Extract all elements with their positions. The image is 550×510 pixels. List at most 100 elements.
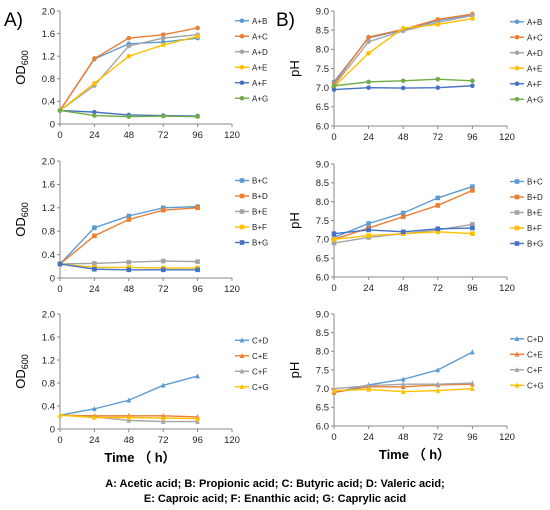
chart-c-od: 0 0.4 0.8 1.2 1.6 2.0 0 24 48 72 96 120 OD600 Time （ … <box>13 309 269 465</box>
data-point <box>470 231 475 236</box>
x-tick-label: 48 <box>124 130 135 141</box>
y-tick-label: 0.4 <box>42 97 55 108</box>
legend-item: A+D <box>235 48 268 57</box>
legend-item: A+G <box>510 95 543 104</box>
chart-b-ph: 6.0 6.5 7.0 7.5 8.0 8.5 9.0 0 24 48 72 96 120 pH B+C B+… <box>287 159 543 294</box>
legend-marker <box>239 18 245 24</box>
y-axis-label: pH <box>287 60 302 77</box>
legend-label: B+E <box>252 208 267 217</box>
legend-marker <box>514 81 520 87</box>
panel-label-b: B) <box>276 10 295 31</box>
x-tick-label: 48 <box>124 284 135 295</box>
y-tick-label: 0.4 <box>42 250 55 261</box>
series-line <box>333 13 473 85</box>
legend-label: C+F <box>252 367 267 376</box>
legend-label: B+G <box>252 239 268 248</box>
data-point <box>366 386 371 392</box>
x-tick-label: 96 <box>192 435 203 446</box>
x-tick-label: 96 <box>192 130 203 141</box>
series-a-d <box>57 32 200 113</box>
legend-item: B+C <box>235 177 268 186</box>
legend-label: C+G <box>252 383 269 392</box>
data-point <box>400 383 406 390</box>
data-point <box>57 108 63 113</box>
legend-marker <box>239 95 245 101</box>
legend-label: B+G <box>527 240 543 249</box>
legend-item: C+F <box>235 367 267 376</box>
data-point <box>366 382 371 388</box>
data-point <box>400 85 406 91</box>
x-tick-label: 24 <box>363 432 374 443</box>
y-tick-label: 1.6 <box>42 29 55 40</box>
x-tick-label: 24 <box>363 132 374 143</box>
legend-marker <box>514 241 520 246</box>
x-tick-label: 24 <box>89 284 100 295</box>
y-tick-label: 7.5 <box>316 365 329 376</box>
legend-label: B+C <box>252 177 268 186</box>
data-point <box>92 225 97 230</box>
data-point <box>400 376 406 382</box>
legend-label: B+C <box>527 178 543 187</box>
data-point <box>160 418 166 424</box>
legend-marker <box>239 240 245 245</box>
series-a-g <box>57 108 200 119</box>
y-tick-label: 6.5 <box>316 253 329 264</box>
y-tick-label: 0 <box>50 424 55 435</box>
data-point <box>92 266 97 272</box>
legend-marker <box>514 50 520 56</box>
y-axis-label: OD600 <box>13 202 30 237</box>
legend-marker <box>514 194 520 200</box>
legend-marker <box>239 193 245 199</box>
legend-label: A+D <box>527 49 543 58</box>
legend-label: C+D <box>252 336 268 345</box>
data-point <box>366 50 371 56</box>
data-point <box>126 265 132 270</box>
legend-label: C+D <box>527 335 543 344</box>
legend-marker <box>239 383 245 390</box>
legend-item: A+D <box>510 49 543 58</box>
x-tick-label: 72 <box>433 132 444 143</box>
data-point <box>195 205 200 211</box>
data-point <box>470 380 475 386</box>
legend-item: A+G <box>235 94 268 103</box>
x-tick-label: 72 <box>158 130 169 141</box>
data-point <box>92 56 97 61</box>
legend-marker <box>514 19 520 25</box>
legend-marker <box>239 224 245 230</box>
x-tick-label: 0 <box>57 284 62 295</box>
legend-marker <box>514 179 520 184</box>
data-point <box>435 195 441 201</box>
x-tick-label: 48 <box>398 132 409 143</box>
caption-line-2: E: Caproic acid; F: Enanthic acid; G: Ca… <box>143 493 407 505</box>
series-a-f <box>331 83 475 92</box>
legend-label: B+D <box>252 192 268 201</box>
y-tick-label: 6.0 <box>316 272 329 283</box>
legend-item: C+G <box>235 383 269 392</box>
data-point <box>92 261 97 266</box>
x-tick-label: 96 <box>467 432 478 443</box>
legend-marker <box>239 352 245 359</box>
data-point <box>331 231 337 236</box>
data-point <box>400 214 406 220</box>
legend-label: A+F <box>527 80 542 89</box>
data-point <box>435 85 441 90</box>
legend-marker <box>514 210 520 215</box>
series-c-g <box>57 412 200 421</box>
legend-label: A+B <box>252 17 267 26</box>
series-line <box>59 375 198 416</box>
y-axis-label: pH <box>287 212 302 229</box>
x-tick-label: 120 <box>499 283 515 294</box>
data-point <box>470 221 475 227</box>
data-point <box>366 227 371 233</box>
x-tick-label: 0 <box>57 130 62 141</box>
legend-label: A+G <box>252 94 268 103</box>
series-line <box>333 14 473 83</box>
data-point <box>195 415 200 421</box>
legend-item: A+E <box>235 63 267 72</box>
legend-label: B+F <box>527 224 542 233</box>
x-tick-label: 24 <box>363 283 374 294</box>
legend-label: A+E <box>252 63 267 72</box>
x-tick-label: 120 <box>224 435 240 446</box>
legend-marker <box>239 49 245 55</box>
y-tick-label: 8.5 <box>316 328 329 339</box>
